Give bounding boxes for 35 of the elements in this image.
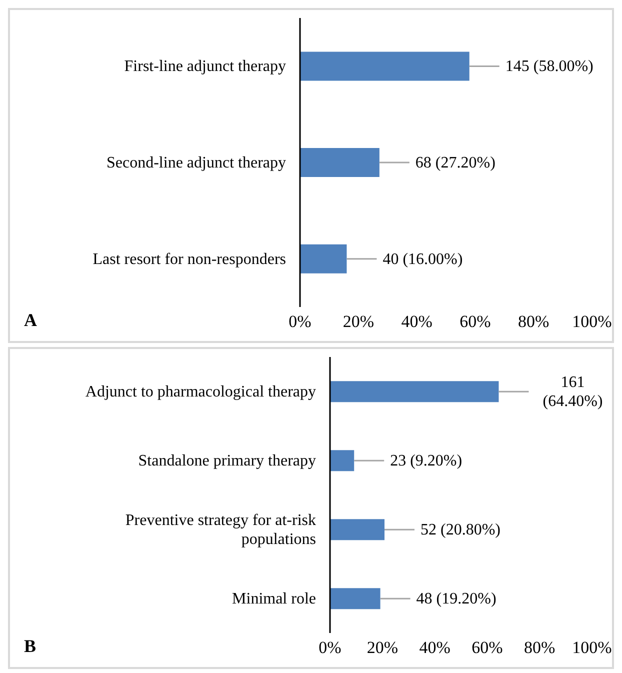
bar [300, 52, 470, 81]
text: B [24, 636, 36, 657]
x-tick-label: 0% [318, 638, 342, 658]
y-tick-label: Second-line adjunct therapy [106, 154, 286, 172]
data-label: 23 (9.20%) [390, 452, 462, 470]
y-tick-label: Standalone primary therapy [138, 452, 316, 470]
x-tick-label: 100% [572, 312, 612, 332]
bar [330, 381, 499, 402]
x-tick-label: 60% [472, 638, 503, 658]
y-tick-label: Minimal role [232, 590, 316, 608]
x-tick-label: 40% [419, 638, 450, 658]
x-tick-label: 60% [460, 312, 491, 332]
x-tick-label: 0% [288, 312, 312, 332]
x-tick-label: 40% [401, 312, 432, 332]
x-tick-label: 80% [518, 312, 550, 332]
bar [330, 588, 380, 610]
data-label: 161 (64.40%) [542, 374, 603, 410]
y-tick-label: First-line adjunct therapy [124, 58, 286, 76]
y-tick-label: Last resort for non-responders [92, 250, 286, 268]
y-tick-label: Adjunct to pharmacological therapy [85, 384, 316, 400]
text: A [24, 310, 37, 331]
bar [300, 244, 347, 274]
y-tick-label: Preventive strategy for at-risk populations [125, 512, 316, 548]
data-label: 68 (27.20%) [415, 154, 496, 172]
x-tick-label: 20% [366, 638, 398, 658]
data-label: 48 (19.20%) [416, 590, 496, 608]
data-label: 52 (20.80%) [420, 522, 500, 539]
bar [330, 450, 354, 472]
data-label: 40 (16.00%) [382, 250, 463, 268]
x-tick-label: 80% [524, 638, 556, 658]
data-label: 145 (58.00%) [505, 58, 594, 76]
x-tick-label: 100% [572, 638, 612, 658]
bar [300, 148, 380, 178]
bar [330, 519, 384, 540]
x-tick-label: 20% [342, 312, 374, 332]
